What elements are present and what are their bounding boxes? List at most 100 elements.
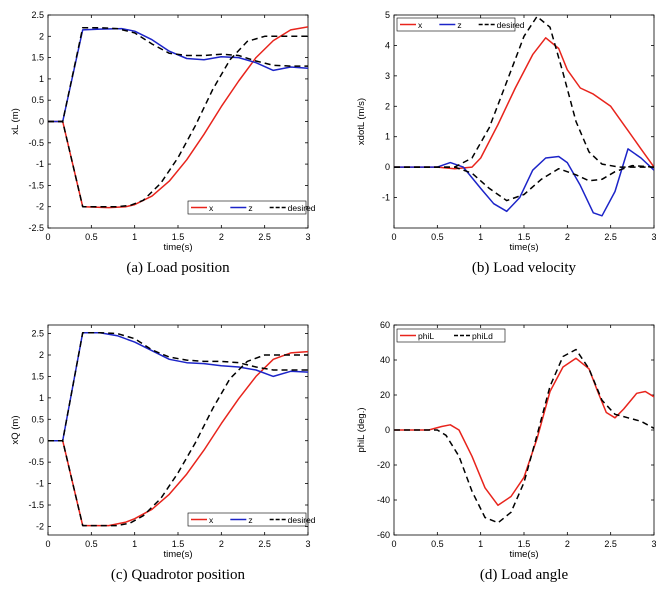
y-tick-label: -1 — [382, 193, 390, 203]
x-tick-label: 2.5 — [604, 539, 617, 549]
legend-box — [396, 328, 506, 343]
x-tick-label: 0 — [45, 232, 50, 242]
y-tick-label: 0 — [385, 425, 390, 435]
x-axis-label: time(s) — [163, 242, 192, 253]
x-tick-label: 1 — [478, 232, 483, 242]
series-line-phiLd — [394, 348, 654, 524]
legend-label: x — [209, 515, 214, 525]
y-tick-label: -0.5 — [28, 457, 44, 467]
x-tick-label: 1.5 — [518, 232, 531, 242]
x-tick-label: 3 — [651, 232, 656, 242]
y-tick-label: 40 — [380, 355, 390, 365]
plot-area — [393, 324, 655, 536]
series-line-desired-x — [394, 15, 654, 168]
legend-label: z — [248, 203, 252, 213]
plot-area — [393, 14, 655, 229]
y-tick-label: 4 — [385, 40, 390, 50]
series-line-desired-z — [394, 164, 654, 202]
x-axis-label: time(s) — [509, 242, 538, 253]
x-tick-label: 2 — [565, 232, 570, 242]
y-tick-label: -2 — [36, 521, 44, 531]
caption-d: (d) Load angle — [479, 567, 569, 583]
x-axis-label: time(s) — [163, 549, 192, 560]
y-axis-label: phiL (deg.) — [356, 407, 367, 452]
y-tick-label: 0 — [39, 436, 44, 446]
y-tick-label: -20 — [377, 460, 390, 470]
legend-label: desired — [497, 20, 525, 30]
y-tick-label: 0 — [385, 162, 390, 172]
legend-label: x — [418, 20, 423, 30]
y-tick-label: -2 — [36, 202, 44, 212]
y-tick-label: 2 — [39, 350, 44, 360]
y-tick-label: 3 — [385, 71, 390, 81]
y-tick-label: -2.5 — [28, 223, 44, 233]
x-tick-label: 1 — [132, 539, 137, 549]
y-tick-label: 2.5 — [31, 10, 44, 20]
x-tick-label: 3 — [651, 539, 656, 549]
y-axis-label: xQ (m) — [10, 415, 21, 444]
x-tick-label: 2 — [219, 232, 224, 242]
series-line-z — [394, 148, 654, 217]
y-tick-label: -1.5 — [28, 180, 44, 190]
y-tick-label: 1 — [39, 74, 44, 84]
y-tick-label: 0 — [39, 117, 44, 127]
y-tick-label: 2.5 — [31, 329, 44, 339]
x-tick-label: 0.5 — [431, 232, 444, 242]
x-tick-label: 2 — [219, 539, 224, 549]
y-tick-label: -1.5 — [28, 500, 44, 510]
x-axis-label: time(s) — [509, 549, 538, 560]
y-tick-label: -1 — [36, 159, 44, 169]
legend-box — [187, 200, 307, 215]
x-tick-label: 0 — [391, 539, 396, 549]
caption-c: (c) Quadrotor position — [110, 567, 246, 583]
y-tick-label: 0.5 — [31, 95, 44, 105]
legend: x z desired — [396, 17, 525, 32]
x-tick-label: 3 — [305, 232, 310, 242]
legend: phiL phiLd — [396, 328, 506, 343]
y-tick-label: -0.5 — [28, 138, 44, 148]
x-tick-label: 1.5 — [172, 539, 185, 549]
x-tick-label: 1.5 — [172, 232, 185, 242]
y-tick-label: 0.5 — [31, 414, 44, 424]
x-tick-label: 1.5 — [518, 539, 531, 549]
legend-label: desired — [288, 515, 316, 525]
y-tick-label: 5 — [385, 10, 390, 20]
x-tick-label: 0.5 — [85, 539, 98, 549]
legend: x z desired — [187, 512, 316, 527]
plot-area — [47, 14, 309, 229]
x-tick-label: 0.5 — [431, 539, 444, 549]
x-tick-label: 0 — [391, 232, 396, 242]
y-axis-label: xL (m) — [10, 108, 21, 135]
x-tick-label: 2.5 — [258, 539, 271, 549]
series-line-desired-x — [48, 35, 308, 208]
y-tick-label: -40 — [377, 495, 390, 505]
plot-area — [47, 324, 309, 536]
x-tick-label: 2 — [565, 539, 570, 549]
series-line-x — [394, 37, 654, 170]
x-tick-label: 2.5 — [258, 232, 271, 242]
y-tick-label: 20 — [380, 390, 390, 400]
x-tick-label: 3 — [305, 539, 310, 549]
legend-box — [396, 17, 516, 32]
legend-label: desired — [288, 203, 316, 213]
y-tick-label: 2 — [39, 31, 44, 41]
legend-label: z — [457, 20, 461, 30]
x-tick-label: 1 — [478, 539, 483, 549]
legend-label: phiL — [418, 331, 434, 341]
legend-box — [187, 512, 307, 527]
series-line-desired-z — [48, 27, 308, 123]
legend-label: x — [209, 203, 214, 213]
legend-label: z — [248, 515, 252, 525]
chart-panel-0: 0 0.5 1 1.5 2 2.5 3 -2.5 -2 -1.5 -1 -0.5 0 0.5 1 1.5 2 2.… — [10, 10, 316, 253]
x-tick-label: 2.5 — [604, 232, 617, 242]
y-tick-label: -1 — [36, 479, 44, 489]
y-tick-label: 1 — [39, 393, 44, 403]
chart-panel-1: 0 0.5 1 1.5 2 2.5 3 -1 0 1 2 3 4 5 time(s) xdotL (m/s) x… — [356, 10, 656, 253]
chart-panel-2: 0 0.5 1 1.5 2 2.5 3 -2 -1.5 -1 -0.5 0 0.5 1 1.5 2 2.5 tim… — [10, 324, 316, 560]
y-tick-label: -60 — [377, 530, 390, 540]
y-tick-label: 2 — [385, 101, 390, 111]
x-tick-label: 0.5 — [85, 232, 98, 242]
series-line-desired-z — [48, 331, 308, 442]
y-tick-label: 1.5 — [31, 53, 44, 63]
chart-panel-3: 0 0.5 1 1.5 2 2.5 3 -60 -40 -20 0 20 40 60 time(s) phiL… — [356, 320, 656, 560]
